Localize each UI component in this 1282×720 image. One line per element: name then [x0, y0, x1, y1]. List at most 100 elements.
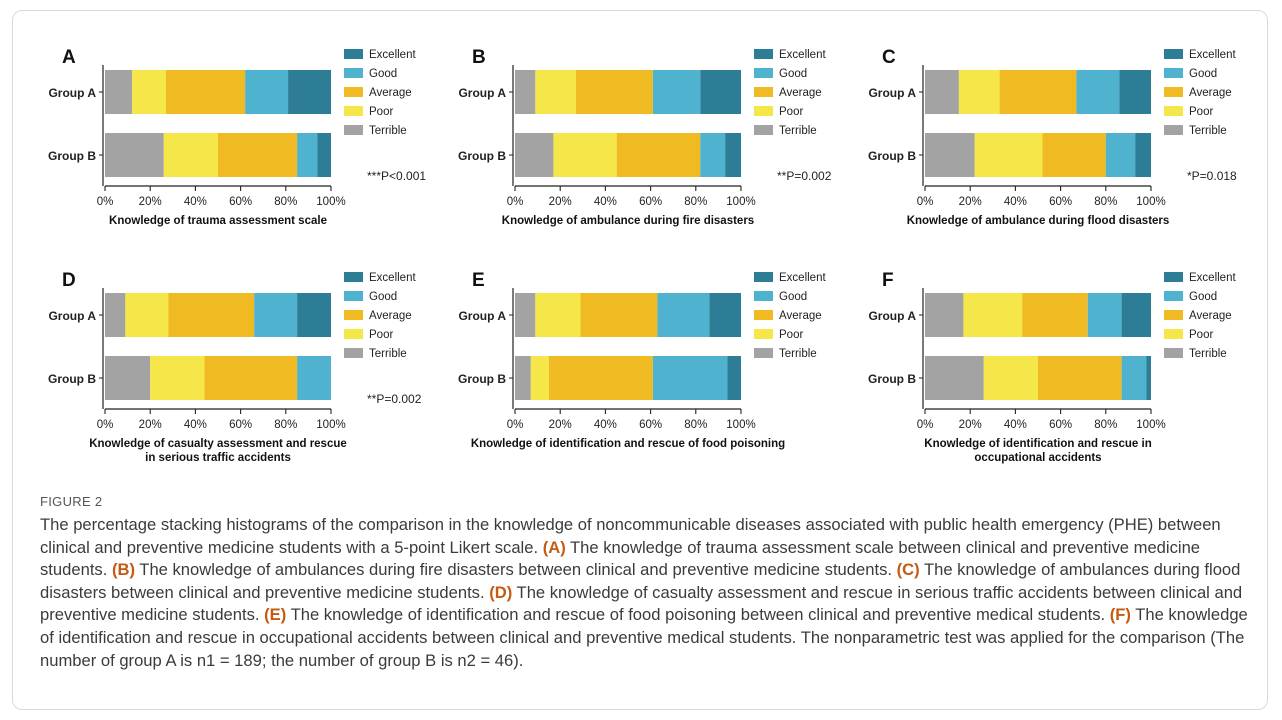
bar-segment-excellent — [700, 70, 741, 114]
bar-segment-terrible — [925, 70, 959, 114]
x-tick-label: 100% — [1136, 419, 1165, 431]
bar-segment-average — [1022, 293, 1088, 337]
caption-text: The knowledge of casualty assessment and… — [40, 582, 1243, 625]
x-tick-label: 0% — [507, 419, 524, 431]
x-tick-label: 20% — [139, 419, 162, 431]
category-label: Group B — [48, 149, 96, 163]
panel-letter: F — [882, 270, 894, 291]
x-tick-label: 40% — [594, 419, 617, 431]
caption-text: The knowledge of ambulances during flood… — [40, 560, 1241, 602]
x-tick-label: 100% — [316, 196, 345, 208]
chart-panel-f: F Group A Group B 0% 20% 40% 60% 80% 100% Knowled… — [868, 270, 1236, 464]
caption-panel-ref: (A) — [542, 537, 566, 557]
bar-segment-good — [297, 356, 331, 400]
legend-label: Good — [369, 68, 397, 80]
category-label: Group B — [868, 149, 916, 163]
legend-label: Good — [1189, 68, 1217, 80]
category-label: Group A — [868, 86, 916, 100]
x-tick-label: 20% — [959, 196, 982, 208]
x-tick-label: 60% — [639, 196, 662, 208]
legend-label: Good — [369, 291, 397, 303]
bar-segment-terrible — [105, 356, 151, 400]
legend-swatch-good — [754, 68, 773, 78]
bar-segment-excellent — [709, 293, 741, 337]
bar-segment-terrible — [515, 133, 554, 177]
legend-label: Excellent — [369, 49, 416, 61]
x-axis-label: Knowledge of ambulance during fire disas… — [502, 215, 754, 227]
category-label: Group B — [458, 149, 506, 163]
legend-swatch-average — [344, 310, 363, 320]
x-tick-label: 60% — [1049, 196, 1072, 208]
x-tick-label: 20% — [549, 196, 572, 208]
legend-label: Excellent — [1189, 272, 1236, 284]
x-axis-label: in serious traffic accidents — [145, 452, 291, 464]
x-tick-label: 40% — [1004, 419, 1027, 431]
x-tick-label: 80% — [274, 419, 297, 431]
category-label: Group A — [48, 86, 96, 100]
panel-letter: D — [62, 270, 76, 291]
bar-segment-good — [297, 133, 318, 177]
bar-segment-good — [1087, 293, 1122, 337]
bar-segment-poor — [958, 70, 1000, 114]
chart-panel-c: C Group A Group B 0% 20% 40% 60% 80% 100% Knowled… — [868, 47, 1237, 227]
bar-segment-average — [548, 356, 653, 400]
bar-segment-terrible — [925, 356, 984, 400]
legend-swatch-terrible — [344, 125, 363, 135]
caption-panel-ref: (F) — [1109, 605, 1131, 625]
caption-panel-ref: (D) — [489, 582, 513, 602]
legend-label: Poor — [369, 329, 393, 341]
legend-label: Excellent — [779, 272, 826, 284]
bar-segment-good — [1076, 70, 1120, 114]
bar-segment-poor — [535, 70, 577, 114]
legend-label: Poor — [369, 106, 393, 118]
legend-swatch-average — [1164, 310, 1183, 320]
x-tick-label: 80% — [684, 419, 707, 431]
caption-text: The knowledge of identification and resc… — [40, 605, 1248, 670]
bar-segment-excellent — [727, 356, 741, 400]
category-label: Group A — [458, 86, 506, 100]
x-tick-label: 20% — [139, 196, 162, 208]
chart-panel-b: B Group A Group B 0% 20% 40% 60% 80% 100% Knowled… — [458, 47, 832, 227]
caption-text: The percentage stacking histograms of th… — [40, 515, 1221, 557]
legend-swatch-average — [1164, 87, 1183, 97]
legend-swatch-excellent — [754, 49, 773, 59]
bar-segment-poor — [963, 293, 1023, 337]
legend-label: Average — [369, 87, 412, 99]
bar-segment-excellent — [297, 293, 331, 337]
category-label: Group B — [868, 372, 916, 386]
bar-segment-poor — [974, 133, 1043, 177]
bar-segment-good — [657, 293, 710, 337]
legend-swatch-average — [754, 87, 773, 97]
bar-segment-excellent — [1119, 70, 1151, 114]
p-value-annotation: **P=0.002 — [777, 169, 832, 183]
legend-swatch-excellent — [1164, 49, 1183, 59]
legend-label: Terrible — [779, 125, 817, 137]
legend-label: Poor — [779, 329, 803, 341]
legend-label: Terrible — [1189, 348, 1227, 360]
category-label: Group B — [458, 372, 506, 386]
panel-letter: A — [62, 47, 76, 68]
x-tick-label: 0% — [507, 196, 524, 208]
x-tick-label: 100% — [726, 419, 755, 431]
bar-segment-poor — [530, 356, 549, 400]
x-tick-label: 80% — [274, 196, 297, 208]
p-value-annotation: ***P<0.001 — [367, 169, 426, 183]
figure-label: FIGURE 2 — [40, 494, 103, 509]
bar-segment-terrible — [515, 70, 536, 114]
bar-segment-average — [616, 133, 701, 177]
bar-segment-poor — [125, 293, 169, 337]
legend-swatch-poor — [344, 329, 363, 339]
caption-text: The knowledge of ambulances during fire … — [135, 560, 897, 580]
bar-segment-average — [218, 133, 298, 177]
x-tick-label: 0% — [97, 419, 114, 431]
p-value-annotation: **P=0.002 — [367, 392, 422, 406]
x-axis-label: Knowledge of casualty assessment and res… — [89, 438, 347, 450]
legend-label: Poor — [1189, 106, 1213, 118]
x-tick-label: 80% — [1094, 419, 1117, 431]
x-axis-label: occupational accidents — [974, 452, 1101, 464]
bar-segment-excellent — [1121, 293, 1151, 337]
legend-label: Excellent — [779, 49, 826, 61]
legend-swatch-terrible — [754, 348, 773, 358]
bar-segment-average — [1042, 133, 1106, 177]
legend-label: Good — [779, 291, 807, 303]
